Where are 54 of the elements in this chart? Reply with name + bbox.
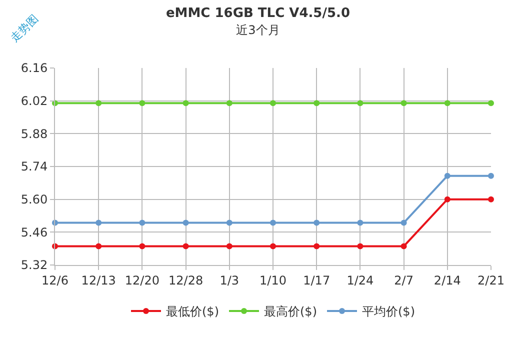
x-tick-label: 2/7 — [394, 273, 414, 288]
point — [488, 100, 494, 106]
x-tick-label: 12/28 — [168, 273, 204, 288]
point — [314, 243, 320, 250]
x-tick-label: 1/3 — [220, 273, 240, 288]
x-tick-label: 2/14 — [434, 273, 461, 288]
x-tick-label: 12/13 — [81, 273, 116, 288]
point — [444, 100, 450, 106]
legend-label: 最低价($) — [166, 304, 219, 319]
point — [357, 100, 364, 106]
y-tick-label: 6.16 — [20, 61, 48, 76]
point — [226, 243, 232, 250]
point — [139, 243, 146, 250]
point — [226, 220, 232, 226]
legend-label: 平均价($) — [362, 304, 415, 319]
point — [270, 243, 276, 250]
point — [270, 220, 276, 226]
point — [182, 243, 189, 250]
y-tick-label: 5.88 — [20, 126, 48, 141]
chart-title: eMMC 16GB TLC V4.5/5.0 — [166, 6, 350, 21]
y-tick-label: 5.32 — [20, 258, 48, 272]
point — [444, 172, 450, 179]
x-tick-label: 2/21 — [478, 273, 504, 288]
point — [488, 172, 494, 179]
x-tick-label: 12/20 — [124, 273, 160, 288]
text: 走势图 — [8, 12, 41, 45]
point — [96, 220, 102, 226]
point — [182, 100, 189, 106]
point — [139, 220, 146, 226]
point — [314, 100, 320, 106]
point — [314, 220, 320, 226]
point — [357, 220, 364, 226]
point — [400, 100, 407, 106]
point — [270, 100, 276, 106]
point — [488, 196, 494, 202]
point — [400, 220, 407, 226]
y-tick-label: 5.46 — [20, 225, 48, 240]
point — [400, 243, 407, 250]
x-tick-label: 1/10 — [260, 273, 286, 288]
point — [96, 243, 102, 250]
y-tick-label: 5.74 — [20, 160, 48, 174]
x-tick-label: 1/24 — [346, 273, 374, 288]
x-tick-label: 12/6 — [42, 273, 68, 288]
point — [444, 196, 450, 202]
point — [357, 243, 364, 250]
y-tick-label: 5.60 — [20, 192, 48, 207]
point — [139, 100, 146, 106]
chart-subtitle: 近3个月 — [236, 22, 280, 37]
x-tick-label: 1/17 — [303, 273, 330, 288]
legend-label: 最高价($) — [264, 304, 317, 319]
point — [226, 100, 232, 106]
y-tick-label: 6.02 — [20, 94, 48, 108]
point — [182, 220, 189, 226]
point — [96, 100, 102, 106]
